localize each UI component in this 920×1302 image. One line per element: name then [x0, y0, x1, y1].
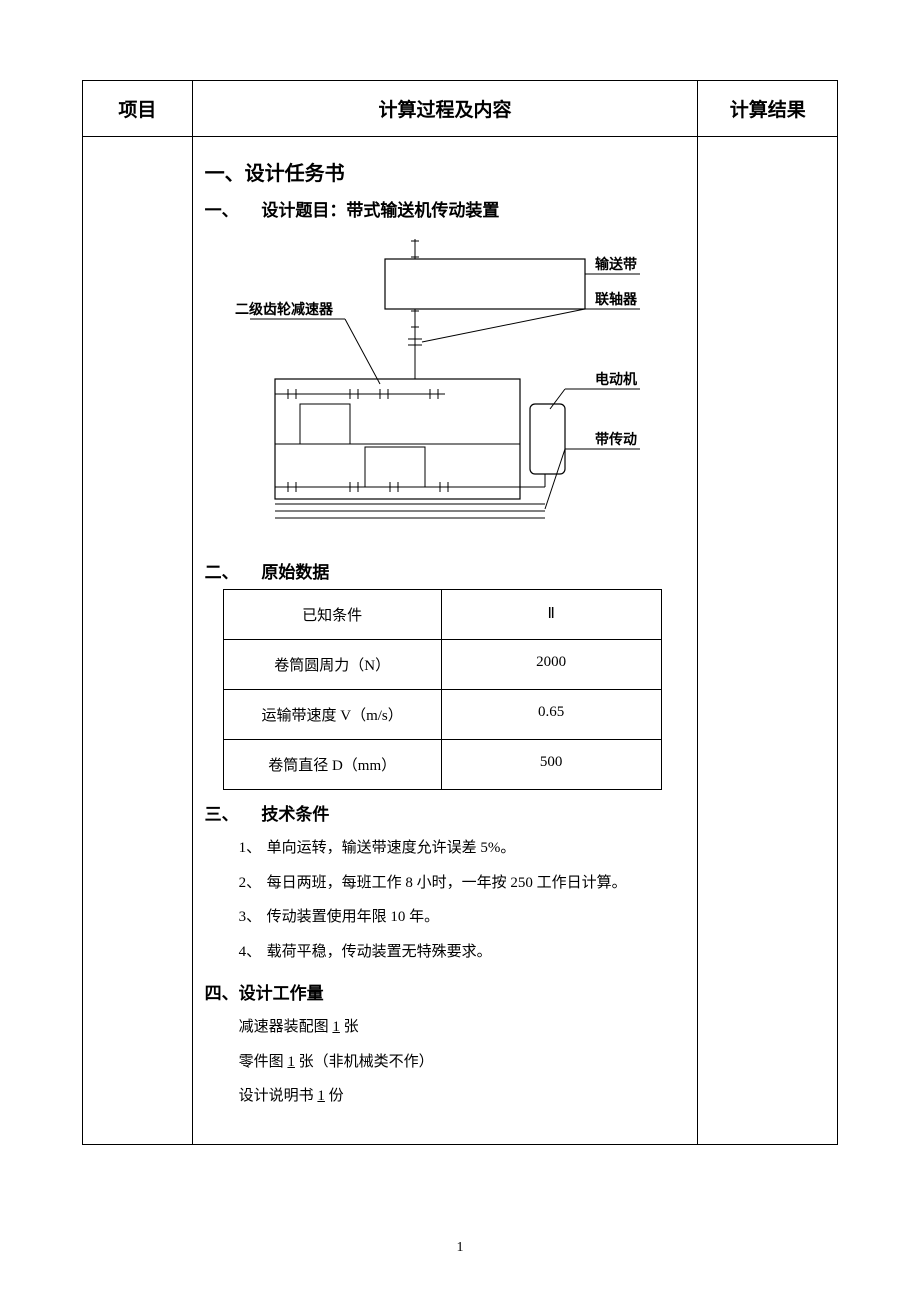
section-1-subtitle: 一、 设计题目：带式输送机传动装置 — [205, 196, 690, 221]
section-1-subtitle-ord: 一、 — [205, 196, 257, 221]
section-3-title: 三、 技术条件 — [205, 800, 690, 825]
data-table-row: 卷筒直径 D（mm） 500 — [223, 740, 661, 790]
data-table-h2: Ⅱ — [441, 590, 661, 640]
data-table-cell: 0.65 — [441, 690, 661, 740]
layout-table: 项目 计算过程及内容 计算结果 一、设计任务书 一、 设计题目：带式输送机传动装… — [82, 80, 838, 1145]
cell-result — [698, 137, 838, 1145]
svg-text:联轴器: 联轴器 — [595, 291, 638, 308]
section-2-title: 二、 原始数据 — [205, 558, 690, 583]
section-3-ord: 三、 — [205, 800, 257, 825]
list-item: 2、每日两班，每班工作 8 小时，一年按 250 工作日计算。 — [239, 866, 690, 901]
svg-text:带传动: 带传动 — [595, 431, 637, 448]
data-table-cell: 2000 — [441, 640, 661, 690]
cell-project — [83, 137, 193, 1145]
list-item-text: 单向运转，输送带速度允许误差 5%。 — [267, 840, 516, 856]
list-item-text: 载荷平稳，传动装置无特殊要求。 — [267, 944, 492, 960]
data-table-h1: 已知条件 — [223, 590, 441, 640]
data-table-header-row: 已知条件 Ⅱ — [223, 590, 661, 640]
svg-text:电动机: 电动机 — [595, 371, 637, 388]
cell-process: 一、设计任务书 一、 设计题目：带式输送机传动装置 — [192, 137, 698, 1145]
section-2-ord: 二、 — [205, 558, 257, 583]
data-table-cell: 卷筒圆周力（N） — [223, 640, 441, 690]
header-col-process: 计算过程及内容 — [192, 81, 698, 137]
section-1-title: 一、设计任务书 — [205, 157, 690, 186]
transmission-diagram: 输送带 联轴器 二级齿轮减速器 电动机 带传动 — [230, 229, 660, 539]
page-number: 1 — [0, 1240, 920, 1256]
data-table-row: 运输带速度 V（m/s） 0.65 — [223, 690, 661, 740]
section-3-label: 技术条件 — [261, 805, 329, 824]
data-table-cell: 运输带速度 V（m/s） — [223, 690, 441, 740]
diagram-container: 输送带 联轴器 二级齿轮减速器 电动机 带传动 — [201, 229, 690, 544]
workload-list: 减速器装配图 1 张零件图 1 张（非机械类不作）设计说明书 1 份 — [239, 1010, 690, 1114]
section-2-label: 原始数据 — [261, 563, 329, 582]
data-table: 已知条件 Ⅱ 卷筒圆周力（N） 2000 运输带速度 V（m/s） 0.65 卷… — [223, 589, 662, 790]
list-item: 4、载荷平稳，传动装置无特殊要求。 — [239, 935, 690, 970]
header-col-result: 计算结果 — [698, 81, 838, 137]
section-4-title: 四、设计工作量 — [205, 979, 690, 1004]
list-item: 设计说明书 1 份 — [239, 1079, 690, 1114]
data-table-row: 卷筒圆周力（N） 2000 — [223, 640, 661, 690]
list-item-text: 传动装置使用年限 10 年。 — [267, 909, 440, 925]
body-row: 一、设计任务书 一、 设计题目：带式输送机传动装置 — [83, 137, 838, 1145]
list-item: 3、传动装置使用年限 10 年。 — [239, 900, 690, 935]
header-row: 项目 计算过程及内容 计算结果 — [83, 81, 838, 137]
data-table-cell: 500 — [441, 740, 661, 790]
header-col-project: 项目 — [83, 81, 193, 137]
svg-text:二级齿轮减速器: 二级齿轮减速器 — [235, 301, 334, 318]
list-item: 减速器装配图 1 张 — [239, 1010, 690, 1045]
list-item: 1、单向运转，输送带速度允许误差 5%。 — [239, 831, 690, 866]
tech-conditions-list: 1、单向运转，输送带速度允许误差 5%。 2、每日两班，每班工作 8 小时，一年… — [239, 831, 690, 969]
data-table-cell: 卷筒直径 D（mm） — [223, 740, 441, 790]
list-item-text: 每日两班，每班工作 8 小时，一年按 250 工作日计算。 — [267, 875, 627, 891]
list-item: 零件图 1 张（非机械类不作） — [239, 1045, 690, 1080]
section-1-subtitle-label: 设计题目：带式输送机传动装置 — [261, 201, 499, 220]
svg-text:输送带: 输送带 — [595, 256, 637, 273]
